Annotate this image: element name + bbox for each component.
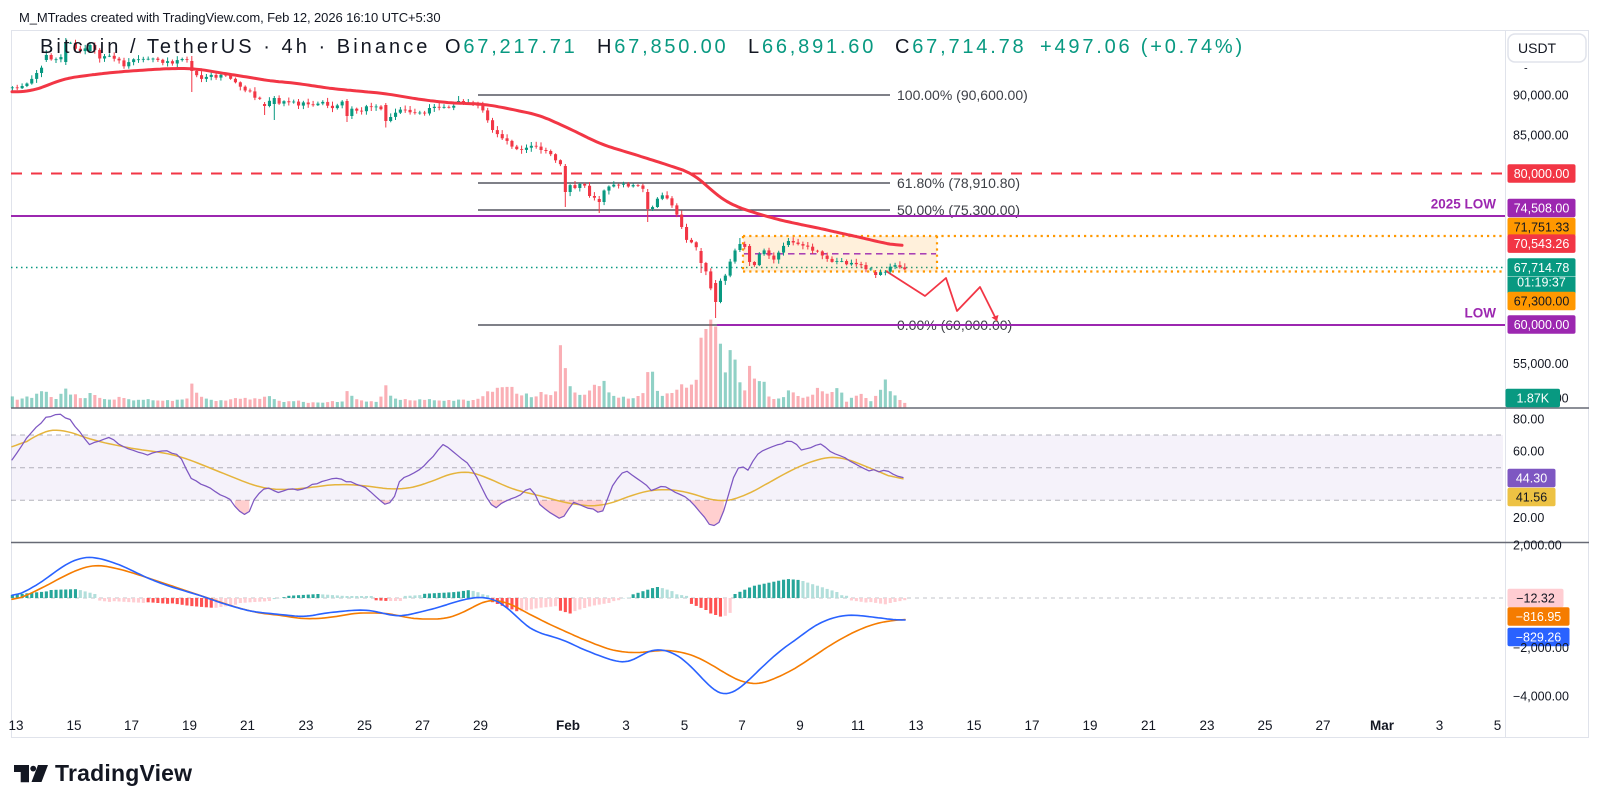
svg-text:55,000.00: 55,000.00 (1513, 357, 1569, 371)
svg-text:Mar: Mar (1370, 718, 1395, 733)
svg-text:−2,000.00: −2,000.00 (1513, 641, 1569, 655)
svg-text:5: 5 (1494, 718, 1502, 733)
svg-text:21: 21 (240, 718, 255, 733)
svg-text:9: 9 (796, 718, 804, 733)
svg-text:USDT: USDT (1518, 40, 1557, 56)
svg-text:3: 3 (1436, 718, 1444, 733)
svg-text:01:19:37: 01:19:37 (1517, 276, 1566, 290)
svg-text:60.00: 60.00 (1513, 445, 1544, 459)
svg-text:7: 7 (738, 718, 746, 733)
svg-text:90,000.00: 90,000.00 (1513, 89, 1569, 103)
svg-text:85,000.00: 85,000.00 (1513, 129, 1569, 143)
svg-text:15: 15 (66, 718, 81, 733)
svg-text:-: - (1524, 63, 1528, 75)
svg-text:23: 23 (298, 718, 313, 733)
svg-text:L66,891.60: L66,891.60 (748, 36, 876, 58)
svg-text:1.87K: 1.87K (1516, 392, 1549, 406)
svg-text:−12.32: −12.32 (1516, 592, 1555, 606)
svg-text:Bitcoin / TetherUS · 4h · Bina: Bitcoin / TetherUS · 4h · Binance (40, 36, 430, 58)
svg-text:13: 13 (8, 718, 23, 733)
svg-text:19: 19 (1082, 718, 1097, 733)
svg-text:25: 25 (357, 718, 372, 733)
svg-text:11: 11 (851, 718, 865, 733)
svg-text:60,000.00: 60,000.00 (1514, 318, 1570, 332)
svg-text:3: 3 (622, 718, 630, 733)
svg-text:5: 5 (681, 718, 689, 733)
svg-text:21: 21 (1141, 718, 1156, 733)
svg-text:TradingView: TradingView (55, 760, 192, 786)
svg-text:−816.95: −816.95 (1516, 610, 1562, 624)
svg-text:70,543.26: 70,543.26 (1514, 237, 1570, 251)
svg-text:29: 29 (473, 718, 488, 733)
svg-text:80.00: 80.00 (1513, 413, 1544, 427)
svg-text:17: 17 (1024, 718, 1039, 733)
svg-text:2,000.00: 2,000.00 (1513, 539, 1562, 553)
svg-text:67,300.00: 67,300.00 (1514, 295, 1570, 309)
svg-text:44.30: 44.30 (1516, 472, 1547, 486)
svg-text:H67,850.00: H67,850.00 (597, 36, 728, 58)
svg-text:23: 23 (1199, 718, 1214, 733)
svg-text:27: 27 (1315, 718, 1330, 733)
svg-text:20.00: 20.00 (1513, 511, 1544, 525)
svg-text:41.56: 41.56 (1516, 491, 1547, 505)
svg-text:M_MTrades created with Trading: M_MTrades created with TradingView.com, … (19, 10, 440, 25)
svg-text:27: 27 (415, 718, 430, 733)
svg-text:+497.06 (+0.74%): +497.06 (+0.74%) (1040, 36, 1245, 58)
svg-text:67,714.78: 67,714.78 (1514, 261, 1570, 275)
svg-text:19: 19 (182, 718, 197, 733)
svg-text:−829.26: −829.26 (1516, 631, 1562, 645)
svg-text:C67,714.78: C67,714.78 (895, 36, 1026, 58)
svg-text:LOW: LOW (1465, 306, 1497, 321)
svg-text:O67,217.71: O67,217.71 (445, 36, 578, 58)
svg-text:2025 LOW: 2025 LOW (1431, 197, 1497, 212)
svg-text:80,000.00: 80,000.00 (1514, 167, 1570, 181)
svg-text:15: 15 (966, 718, 981, 733)
svg-text:Feb: Feb (556, 718, 580, 733)
svg-text:61.80% (78,910.80): 61.80% (78,910.80) (897, 175, 1020, 191)
svg-text:17: 17 (124, 718, 139, 733)
svg-text:71,751.33: 71,751.33 (1514, 221, 1570, 235)
svg-text:25: 25 (1257, 718, 1272, 733)
svg-text:13: 13 (908, 718, 923, 733)
svg-text:50.00% (75,300.00): 50.00% (75,300.00) (897, 202, 1020, 218)
svg-text:100.00% (90,600.00): 100.00% (90,600.00) (897, 87, 1028, 103)
svg-text:74,508.00: 74,508.00 (1514, 202, 1570, 216)
svg-text:−4,000.00: −4,000.00 (1513, 690, 1569, 704)
